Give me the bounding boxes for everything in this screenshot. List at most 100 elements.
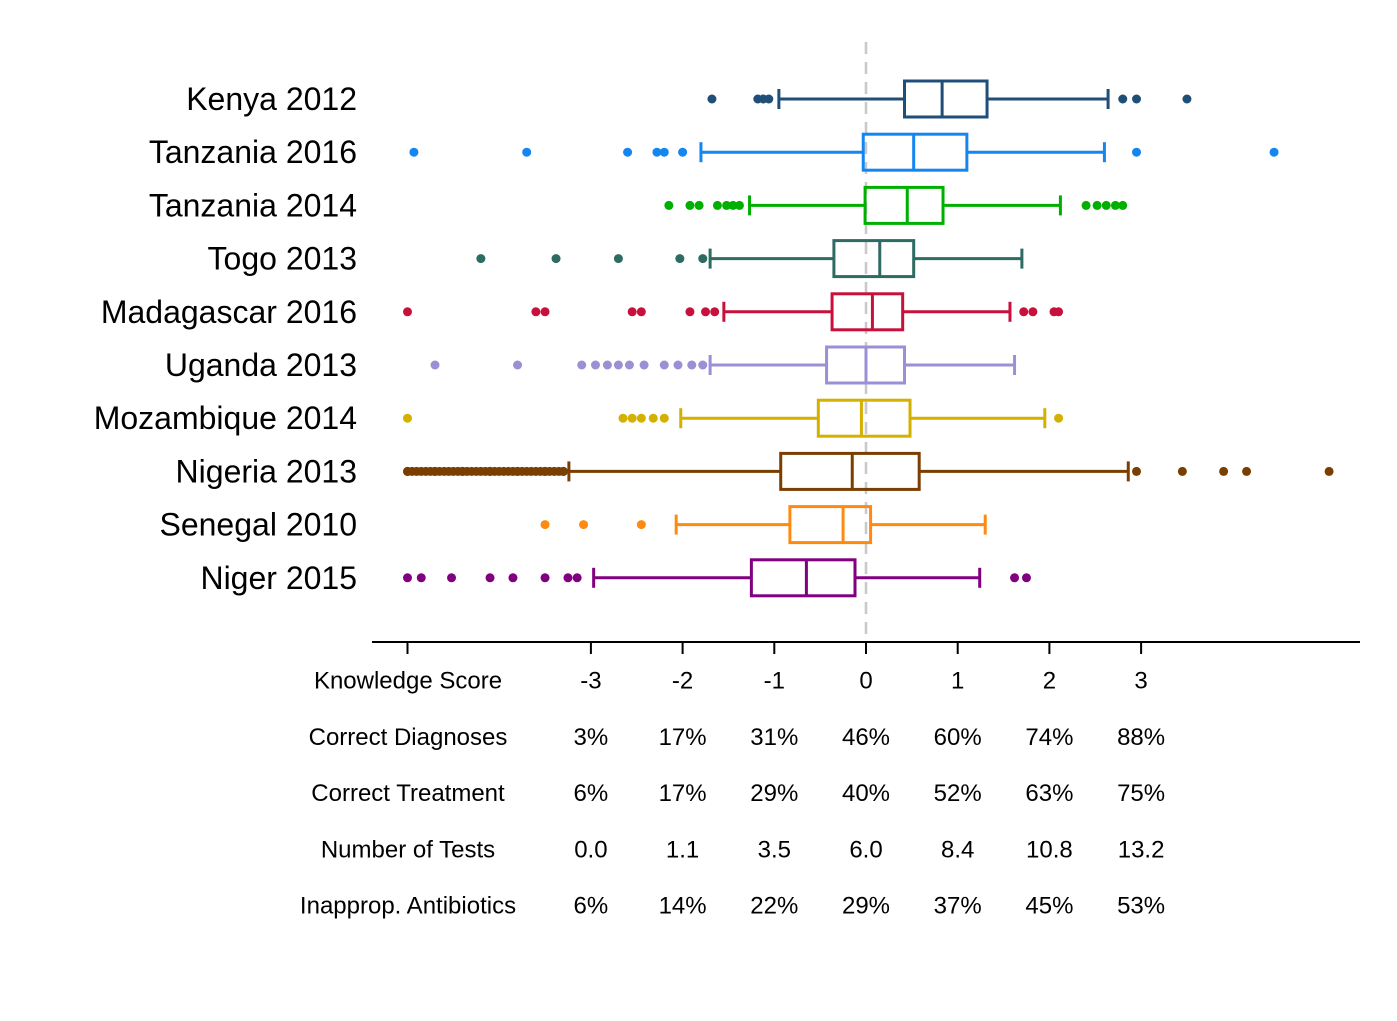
outlier-point	[531, 307, 541, 317]
boxplot-row	[707, 79, 1192, 119]
tick-table-value: 45%	[1025, 893, 1073, 920]
outlier-point	[636, 413, 646, 423]
outlier-point	[698, 360, 708, 370]
tick-table-value: 29%	[750, 780, 798, 807]
outlier-point	[485, 573, 495, 583]
country-label: Mozambique 2014	[94, 400, 357, 436]
outlier-point	[540, 307, 550, 317]
outlier-point	[1054, 413, 1064, 423]
outlier-point	[1242, 466, 1252, 476]
country-label: Madagascar 2016	[101, 294, 357, 330]
outlier-point	[652, 147, 662, 157]
tick-table-value: 22%	[750, 893, 798, 920]
tick-table-value: 0	[859, 668, 872, 695]
outlier-point	[513, 360, 523, 370]
outlier-point	[722, 200, 732, 210]
outlier-point	[659, 360, 669, 370]
tick-table-value: 2	[1043, 668, 1056, 695]
tick-table-value: 6%	[574, 893, 609, 920]
outlier-point	[694, 200, 704, 210]
outlier-point	[403, 307, 412, 317]
tick-table-value: 74%	[1025, 724, 1073, 751]
tick-table-value: 75%	[1117, 780, 1165, 807]
tick-table-value: 37%	[934, 893, 982, 920]
outlier-point	[687, 360, 697, 370]
outlier-point	[712, 200, 722, 210]
outlier-point	[707, 94, 717, 104]
outlier-point	[540, 520, 550, 530]
tick-table-value: 3.5	[758, 836, 791, 863]
outlier-point	[1132, 466, 1142, 476]
country-label: Nigeria 2013	[176, 453, 357, 489]
outlier-point	[648, 413, 658, 423]
tick-table-value: 8.4	[941, 836, 974, 863]
outlier-point	[1132, 94, 1142, 104]
outlier-point	[764, 94, 774, 104]
tick-table-row-label: Inapprop. Antibiotics	[300, 893, 516, 920]
outlier-point	[602, 360, 612, 370]
boxplot-layer	[403, 79, 1334, 598]
tick-table-value: 0.0	[574, 836, 607, 863]
outlier-point	[1118, 94, 1128, 104]
outlier-point	[1182, 94, 1192, 104]
iqr-box	[779, 451, 921, 491]
outlier-point	[476, 254, 486, 264]
outlier-point	[590, 360, 600, 370]
outlier-point	[675, 254, 685, 264]
tick-table-value: 46%	[842, 724, 890, 751]
country-label-layer: Kenya 2012 Tanzania 2016 Tanzania 2014 Togo…	[94, 81, 357, 596]
country-label: Niger 2015	[200, 560, 357, 596]
outlier-point	[416, 573, 426, 583]
outlier-point	[734, 200, 744, 210]
outlier-point	[508, 573, 518, 583]
boxplot-row	[540, 505, 987, 545]
tick-table-value: 13.2	[1118, 836, 1165, 863]
tick-table-value: 31%	[750, 724, 798, 751]
outlier-point	[618, 413, 628, 423]
outlier-point	[522, 147, 532, 157]
outlier-point	[627, 413, 637, 423]
outlier-point	[1092, 200, 1102, 210]
outlier-point	[639, 360, 649, 370]
tick-table-value: 3	[1134, 668, 1147, 695]
outlier-point	[1132, 147, 1142, 157]
tick-table-layer: Knowledge Score -3 -2 -1 0 1 2 3 Correct Diagnos…	[300, 668, 1165, 920]
outlier-point	[577, 360, 587, 370]
outlier-point	[613, 254, 623, 264]
outlier-point	[558, 466, 568, 476]
tick-table-value: 3%	[574, 724, 609, 751]
country-label: Uganda 2013	[165, 347, 357, 383]
outlier-point	[409, 147, 419, 157]
outlier-point	[1028, 307, 1038, 317]
tick-table-row-label: Number of Tests	[321, 836, 495, 863]
outlier-point	[678, 147, 688, 157]
outlier-point	[659, 147, 669, 157]
outlier-point	[636, 307, 646, 317]
tick-table-row-label: Correct Treatment	[311, 780, 505, 807]
tick-table-value: 10.8	[1026, 836, 1073, 863]
tick-table-value: 1.1	[666, 836, 699, 863]
tick-table-value: 6.0	[849, 836, 882, 863]
tick-table-value: 63%	[1025, 780, 1073, 807]
outlier-point	[1110, 200, 1120, 210]
tick-table-value: -1	[764, 668, 785, 695]
outlier-point	[403, 413, 412, 423]
tick-table-value: -2	[672, 668, 693, 695]
outlier-point	[1269, 147, 1279, 157]
country-label: Tanzania 2016	[149, 134, 357, 170]
tick-table-value: 1	[951, 668, 964, 695]
outlier-point	[710, 307, 720, 317]
boxplot-row	[403, 558, 1031, 598]
outlier-point	[623, 147, 633, 157]
outlier-point	[540, 573, 550, 583]
tick-table-value: -3	[580, 668, 601, 695]
outlier-point	[403, 573, 412, 583]
tick-table-value: 40%	[842, 780, 890, 807]
outlier-point	[685, 307, 695, 317]
tick-table-value: 17%	[659, 780, 707, 807]
country-label: Senegal 2010	[159, 507, 357, 543]
country-label: Togo 2013	[208, 241, 357, 277]
outlier-point	[701, 307, 711, 317]
